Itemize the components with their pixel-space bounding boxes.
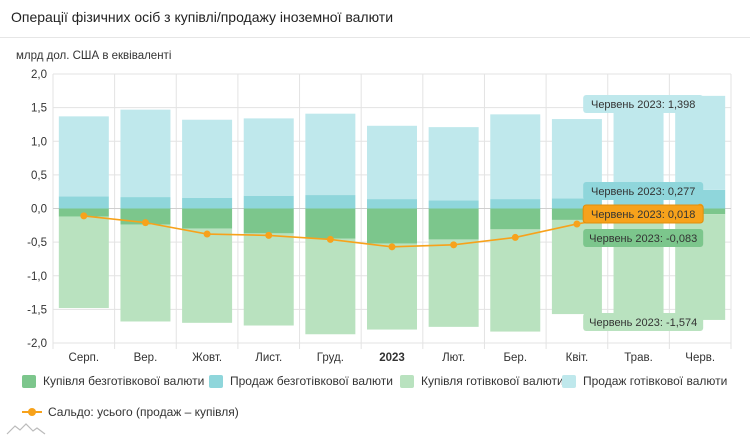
y-tick-label: 0,0 — [31, 204, 47, 216]
tooltip-text: Червень 2023: -1,574 — [589, 317, 697, 329]
saldo-point — [450, 241, 458, 249]
bar-segment — [182, 228, 233, 323]
legend-label: Продаж безготівкової валюти — [230, 374, 393, 388]
bar-segment — [243, 195, 294, 209]
bar-segment — [58, 196, 109, 209]
y-tick-label: -0,5 — [27, 237, 47, 249]
bar-segment — [367, 208, 417, 244]
tooltip-box — [582, 204, 704, 224]
saldo-point — [511, 233, 519, 241]
y-tick-label: -2,0 — [27, 338, 47, 350]
x-tick-label: Черв. — [685, 352, 715, 364]
legend-item-saldo[interactable]: Сальдо: усього (продаж – купівля) — [22, 405, 239, 419]
x-tick-label: Вер. — [134, 352, 158, 364]
y-tick-label: 0,5 — [31, 170, 47, 182]
legend-swatch — [562, 374, 576, 388]
saldo-point — [141, 219, 149, 227]
legend-item-cash-buy[interactable]: Купівля готівкової валюти — [400, 374, 564, 388]
x-tick-label: Трав. — [624, 352, 652, 364]
tooltip-box — [583, 313, 704, 331]
y-tick-label: 1,0 — [31, 136, 47, 148]
chart-title: Операції фізичних осіб з купівлі/продажу… — [11, 9, 394, 25]
bar-segment — [551, 208, 602, 220]
tooltip-text: Червень 2023: 0,018 — [591, 209, 695, 221]
x-tick-label: Лист. — [255, 352, 282, 364]
legend-line-marker — [22, 407, 42, 417]
saldo-point — [80, 212, 88, 220]
legend-swatch — [22, 374, 36, 388]
legend-label: Купівля готівкової валюти — [421, 374, 564, 388]
bar-segment — [551, 198, 602, 209]
bar-segment — [428, 208, 479, 240]
bar-segment — [490, 114, 541, 200]
title-divider — [0, 37, 750, 38]
bar-segment — [305, 238, 356, 335]
legend-swatch — [209, 374, 223, 388]
x-axis: Серп. Вер. Жовт. Лист. Груд. 2023 Лют. Бер. Квіт… — [69, 352, 716, 364]
bar-segment — [428, 200, 479, 209]
bar-segment — [182, 119, 233, 198]
legend-item-noncash-buy[interactable]: Купівля безготівкової валюти — [22, 374, 204, 388]
bar-segment — [305, 208, 356, 239]
tooltip-text: Червень 2023: -0,083 — [589, 233, 697, 245]
legend-label: Сальдо: усього (продаж – купівля) — [48, 405, 239, 419]
y-axis: 2,0 1,5 1,0 0,5 0,0 -0,5 -1,0 -1,5 -2,0 — [27, 69, 47, 350]
bar-segment — [120, 197, 171, 209]
bar-segment — [120, 109, 171, 198]
y-tick-label: -1,5 — [27, 304, 47, 316]
bar-segment — [428, 239, 479, 327]
bar-segment — [490, 199, 541, 209]
tooltip-box — [583, 229, 704, 247]
y-tick-label: -1,0 — [27, 271, 47, 283]
x-tick-label: Серп. — [69, 352, 100, 364]
x-tick-label: 2023 — [379, 352, 405, 364]
tooltip-text: Червень 2023: 0,277 — [591, 186, 695, 198]
y-tick-label: 2,0 — [31, 69, 47, 81]
tooltip-box — [583, 182, 704, 200]
bars — [58, 95, 726, 335]
bar-segment — [305, 195, 356, 209]
x-tick-label: Лют. — [442, 352, 465, 364]
bar-segment — [243, 118, 294, 196]
bar-segment — [58, 216, 109, 309]
tooltip-text: Червень 2023: 1,398 — [591, 99, 695, 111]
tooltips: Червень 2023: 1,398 Червень 2023: 0,277 Че… — [582, 95, 704, 331]
bar-segment — [182, 208, 233, 229]
bar-segment — [367, 199, 417, 209]
saldo-point — [573, 220, 581, 228]
legend-item-noncash-sell[interactable]: Продаж безготівкової валюти — [209, 374, 393, 388]
y-axis-label: млрд дол. США в еквіваленті — [16, 50, 171, 62]
bar-segment — [367, 243, 417, 330]
legend-swatch — [400, 374, 414, 388]
bar-segment — [490, 229, 541, 332]
bar-segment — [367, 125, 417, 200]
bar-segment — [613, 103, 664, 196]
tooltip-box — [583, 95, 704, 113]
chart-svg: 2,0 1,5 1,0 0,5 0,0 -0,5 -1,0 -1,5 -2,0 Серп. Вер… — [16, 50, 732, 364]
legend-item-cash-sell[interactable]: Продаж готівкової валюти — [562, 374, 727, 388]
bar-segment — [428, 127, 479, 201]
mountain-logo-icon — [6, 423, 46, 435]
saldo-point — [326, 235, 334, 243]
saldo-point — [388, 243, 396, 251]
y-tick-label: 1,5 — [31, 103, 47, 115]
bar-segment — [243, 233, 294, 326]
x-tick-label: Квіт. — [566, 352, 589, 364]
x-tick-label: Жовт. — [192, 352, 222, 364]
legend-label: Продаж готівкової валюти — [583, 374, 728, 388]
bar-segment — [182, 197, 233, 209]
saldo-point — [265, 231, 273, 239]
x-tick-label: Бер. — [503, 352, 527, 364]
legend-label: Купівля безготівкової валюти — [43, 374, 205, 388]
bar-segment — [305, 113, 356, 196]
x-tick-label: Груд. — [317, 352, 344, 364]
bar-segment — [243, 208, 294, 234]
bar-segment — [490, 208, 541, 230]
bar-segment — [120, 224, 171, 322]
bar-segment — [58, 116, 109, 197]
saldo-point — [203, 230, 211, 238]
